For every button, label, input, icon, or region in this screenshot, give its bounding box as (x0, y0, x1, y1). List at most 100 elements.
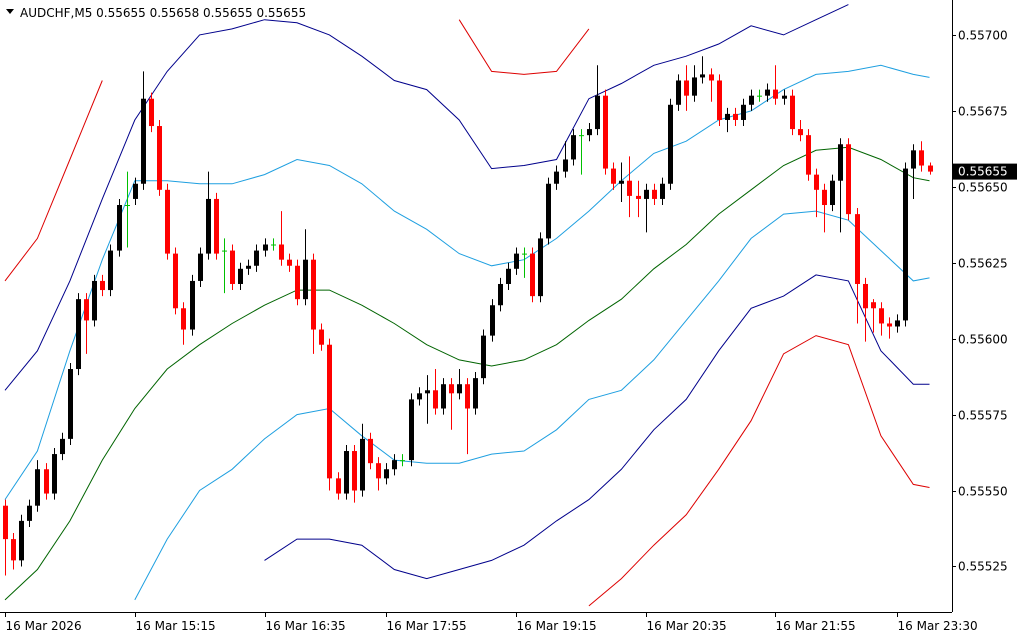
candle-body (76, 299, 81, 370)
x-tick-label: 16 Mar 19:15 (517, 619, 597, 633)
candle-body (457, 384, 462, 394)
candle-body (173, 253, 178, 309)
candle-body (449, 384, 454, 394)
candle-body (644, 189, 649, 199)
band-line (134, 210, 930, 601)
candle-body (871, 302, 876, 309)
x-tick-label: 16 Mar 2026 (6, 619, 82, 633)
candle-body (660, 183, 665, 199)
candle-body (400, 460, 405, 462)
x-tick-label: 16 Mar 17:55 (387, 619, 467, 633)
candle-body (627, 180, 632, 196)
candle-body (830, 180, 835, 206)
candle-body (903, 168, 908, 321)
candle-body (749, 95, 754, 105)
candle-body (684, 80, 689, 96)
x-tick-label: 16 Mar 15:15 (136, 619, 216, 633)
candle-body (441, 384, 446, 409)
candle-body (846, 144, 851, 215)
candle-body (279, 244, 284, 260)
candle-body (19, 520, 24, 561)
candle-body (700, 74, 705, 78)
candle-body (855, 214, 860, 284)
menu-icon[interactable] (6, 9, 14, 14)
candle-body (838, 144, 843, 181)
band-line (4, 19, 590, 282)
candle-body (230, 250, 235, 284)
candle-body (814, 174, 819, 190)
candle-body (125, 205, 130, 207)
candle-body (149, 98, 154, 127)
candle-body (676, 80, 681, 105)
candle-body (303, 259, 308, 300)
candle-body (563, 159, 568, 172)
chart-title: AUDCHF,M5 0.55655 0.55658 0.55655 0.5565… (20, 6, 306, 20)
candle-body (133, 183, 138, 199)
candle-body (238, 268, 243, 284)
candle-body (668, 104, 673, 184)
candle-body (490, 305, 495, 336)
candle-body (198, 253, 203, 281)
candle-body (360, 438, 365, 491)
candle-body (782, 95, 787, 99)
x-tick-label: 16 Mar 16:35 (266, 619, 346, 633)
candle-body (181, 308, 186, 330)
candle-body (319, 329, 324, 345)
candle-body (587, 129, 592, 136)
candle-body (392, 460, 397, 470)
candle-body (554, 171, 559, 184)
candle-body (790, 95, 795, 130)
candle-body (514, 253, 519, 269)
candle-body (311, 259, 316, 330)
candle-body (68, 369, 73, 439)
candle-body (911, 150, 916, 169)
candle-body (473, 378, 478, 409)
candle-body (619, 180, 624, 184)
candle-body (336, 478, 341, 494)
band-line (4, 146, 930, 601)
candle-body (611, 168, 616, 184)
candle-body (141, 98, 146, 184)
candle-body (287, 259, 292, 266)
candle-body (44, 469, 49, 494)
candle-body (919, 150, 924, 166)
last-price-box (953, 163, 1017, 180)
candle-body (725, 113, 730, 120)
candle-body (522, 253, 527, 255)
candle-body (295, 265, 300, 300)
candle-body (538, 238, 543, 297)
candle-body (263, 244, 268, 251)
candle-body (879, 308, 884, 324)
candle-body (344, 451, 349, 494)
candle-body (368, 438, 373, 464)
candle-body (579, 135, 584, 137)
candle-body (798, 129, 803, 136)
candle-body (214, 198, 219, 254)
candle-body (733, 113, 738, 120)
candle-body (271, 244, 276, 246)
candle-body (863, 283, 868, 309)
y-tick-label: 0.55675 (958, 105, 1008, 119)
candle-body (84, 299, 89, 321)
candle-body (52, 454, 57, 494)
candle-body (887, 323, 892, 327)
candle-body (27, 505, 32, 521)
candle-body (165, 189, 170, 254)
candle-body (352, 451, 357, 491)
candle-body (530, 253, 535, 297)
candle-body (417, 393, 422, 400)
candle-body (433, 390, 438, 409)
candle-body (100, 280, 105, 291)
candle-body (692, 77, 697, 96)
candle-body (757, 95, 762, 97)
candle-body (773, 89, 778, 99)
candle-body (11, 539, 16, 561)
candle-body (741, 104, 746, 120)
y-tick-label: 0.55600 (958, 333, 1008, 347)
y-tick-label: 0.55700 (958, 29, 1008, 43)
candle-body (652, 189, 657, 199)
candle-body (481, 335, 486, 379)
y-tick-label: 0.55650 (958, 181, 1008, 195)
x-tick-label: 16 Mar 20:35 (647, 619, 727, 633)
